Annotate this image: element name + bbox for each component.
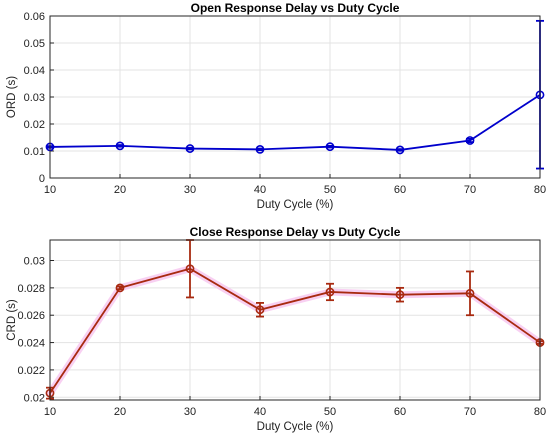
series-line bbox=[49, 94, 541, 151]
data-point bbox=[465, 288, 475, 298]
x-tick-label: 40 bbox=[254, 184, 266, 196]
x-tick-label: 10 bbox=[44, 406, 56, 418]
x-tick-label: 20 bbox=[114, 406, 126, 418]
axes-frame bbox=[49, 15, 541, 179]
data-point bbox=[255, 144, 265, 154]
y-tick-label: 0.026 bbox=[17, 310, 45, 322]
axes-frame bbox=[49, 239, 541, 401]
y-tick-label: 0.028 bbox=[17, 283, 45, 295]
data-point bbox=[325, 287, 335, 297]
y-tick-label: 0.05 bbox=[24, 38, 45, 50]
data-point bbox=[395, 145, 405, 155]
x-tick-label: 70 bbox=[464, 406, 476, 418]
data-point bbox=[185, 264, 195, 274]
x-axis-label: Duty Cycle (%) bbox=[257, 199, 334, 211]
data-point bbox=[395, 290, 405, 300]
panel-open-response-delay: Open Response Delay vs Duty Cycle Duty C… bbox=[6, 1, 546, 211]
series-line bbox=[49, 267, 541, 394]
x-tick-label: 50 bbox=[324, 406, 336, 418]
y-tick-label: 0.01 bbox=[24, 146, 45, 158]
y-tick-label: 0.03 bbox=[24, 92, 45, 104]
chart-title: Open Response Delay vs Duty Cycle bbox=[191, 1, 400, 15]
data-point bbox=[115, 141, 125, 151]
data-point bbox=[465, 136, 475, 145]
panel-close-response-delay: Close Response Delay vs Duty Cycle Duty … bbox=[6, 225, 546, 433]
x-axis-label: Duty Cycle (%) bbox=[257, 421, 334, 433]
data-point bbox=[185, 144, 195, 153]
data-point bbox=[115, 283, 125, 293]
chart-title: Close Response Delay vs Duty Cycle bbox=[190, 225, 401, 239]
x-tick-label: 40 bbox=[254, 406, 266, 418]
x-tick-label: 50 bbox=[324, 184, 336, 196]
y-axis-label: ORD (s) bbox=[6, 76, 18, 118]
y-tick-label: 0.02 bbox=[24, 392, 45, 404]
y-tick-label: 0.03 bbox=[24, 256, 45, 268]
x-tick-label: 30 bbox=[184, 184, 196, 196]
x-tick-label: 70 bbox=[464, 184, 476, 196]
x-tick-label: 20 bbox=[114, 184, 126, 196]
x-tick-label: 10 bbox=[44, 184, 56, 196]
y-axis-label: CRD (s) bbox=[6, 299, 18, 341]
y-tick-label: 0.02 bbox=[24, 119, 45, 131]
y-tick-label: 0.022 bbox=[17, 365, 45, 377]
y-tick-label: 0.04 bbox=[24, 65, 45, 77]
data-point bbox=[325, 142, 335, 152]
data-point bbox=[255, 305, 265, 315]
y-tick-label: 0 bbox=[39, 173, 45, 185]
y-tick-label: 0.024 bbox=[17, 338, 45, 350]
plot-area bbox=[50, 240, 540, 400]
x-tick-label: 60 bbox=[394, 184, 406, 196]
y-tick-label: 0.06 bbox=[24, 11, 45, 23]
x-tick-label: 80 bbox=[534, 184, 546, 196]
x-tick-label: 80 bbox=[534, 406, 546, 418]
x-tick-label: 60 bbox=[394, 406, 406, 418]
x-tick-label: 30 bbox=[184, 406, 196, 418]
